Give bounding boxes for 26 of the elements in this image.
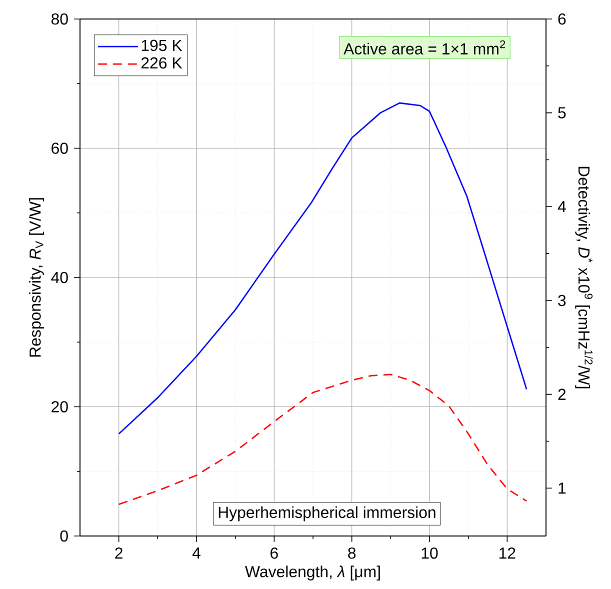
- y-tick-label: 40: [51, 272, 68, 284]
- y-tick-label: 0: [60, 530, 68, 542]
- y2-tick-label: 3: [558, 294, 566, 306]
- y2-tick-label: 1: [558, 482, 566, 494]
- annotation: Active area = 1×1 mm$^{2}$: [344, 40, 506, 55]
- y-tick-label: 60: [52, 142, 68, 154]
- y-tick-label: 80: [51, 13, 68, 25]
- legend-label: 226 K: [141, 57, 182, 69]
- y2-tick-label: 2: [558, 388, 566, 400]
- legend-label: 195 K: [142, 40, 182, 52]
- x-tick-label: 12: [500, 547, 516, 559]
- annotation: Hyperhemispherical immersion: [218, 506, 436, 522]
- line-series: [118, 374, 528, 506]
- x-tick-label: 10: [422, 547, 438, 559]
- y2-tick-label: 4: [558, 201, 566, 212]
- y2-tick-label: 5: [558, 107, 566, 118]
- x-tick-label: 8: [348, 547, 356, 559]
- y2-axis-title: Detectivity, D$^{*}$ x10$^{9}$ [cmHz$^{1/2}$/W]: [575, 166, 593, 388]
- y-tick-label: 20: [52, 401, 68, 412]
- y2-tick-label: 6: [558, 13, 566, 25]
- y-axis-title: Responsivity, R$_{V}$ [V/W]: [29, 198, 44, 357]
- x-tick-label: 2: [115, 547, 122, 559]
- x-axis-title: Wavelength, λ [μm]: [245, 566, 380, 580]
- x-tick-label: 6: [270, 547, 278, 559]
- line-series: [118, 102, 528, 435]
- x-tick-label: 4: [192, 547, 200, 558]
